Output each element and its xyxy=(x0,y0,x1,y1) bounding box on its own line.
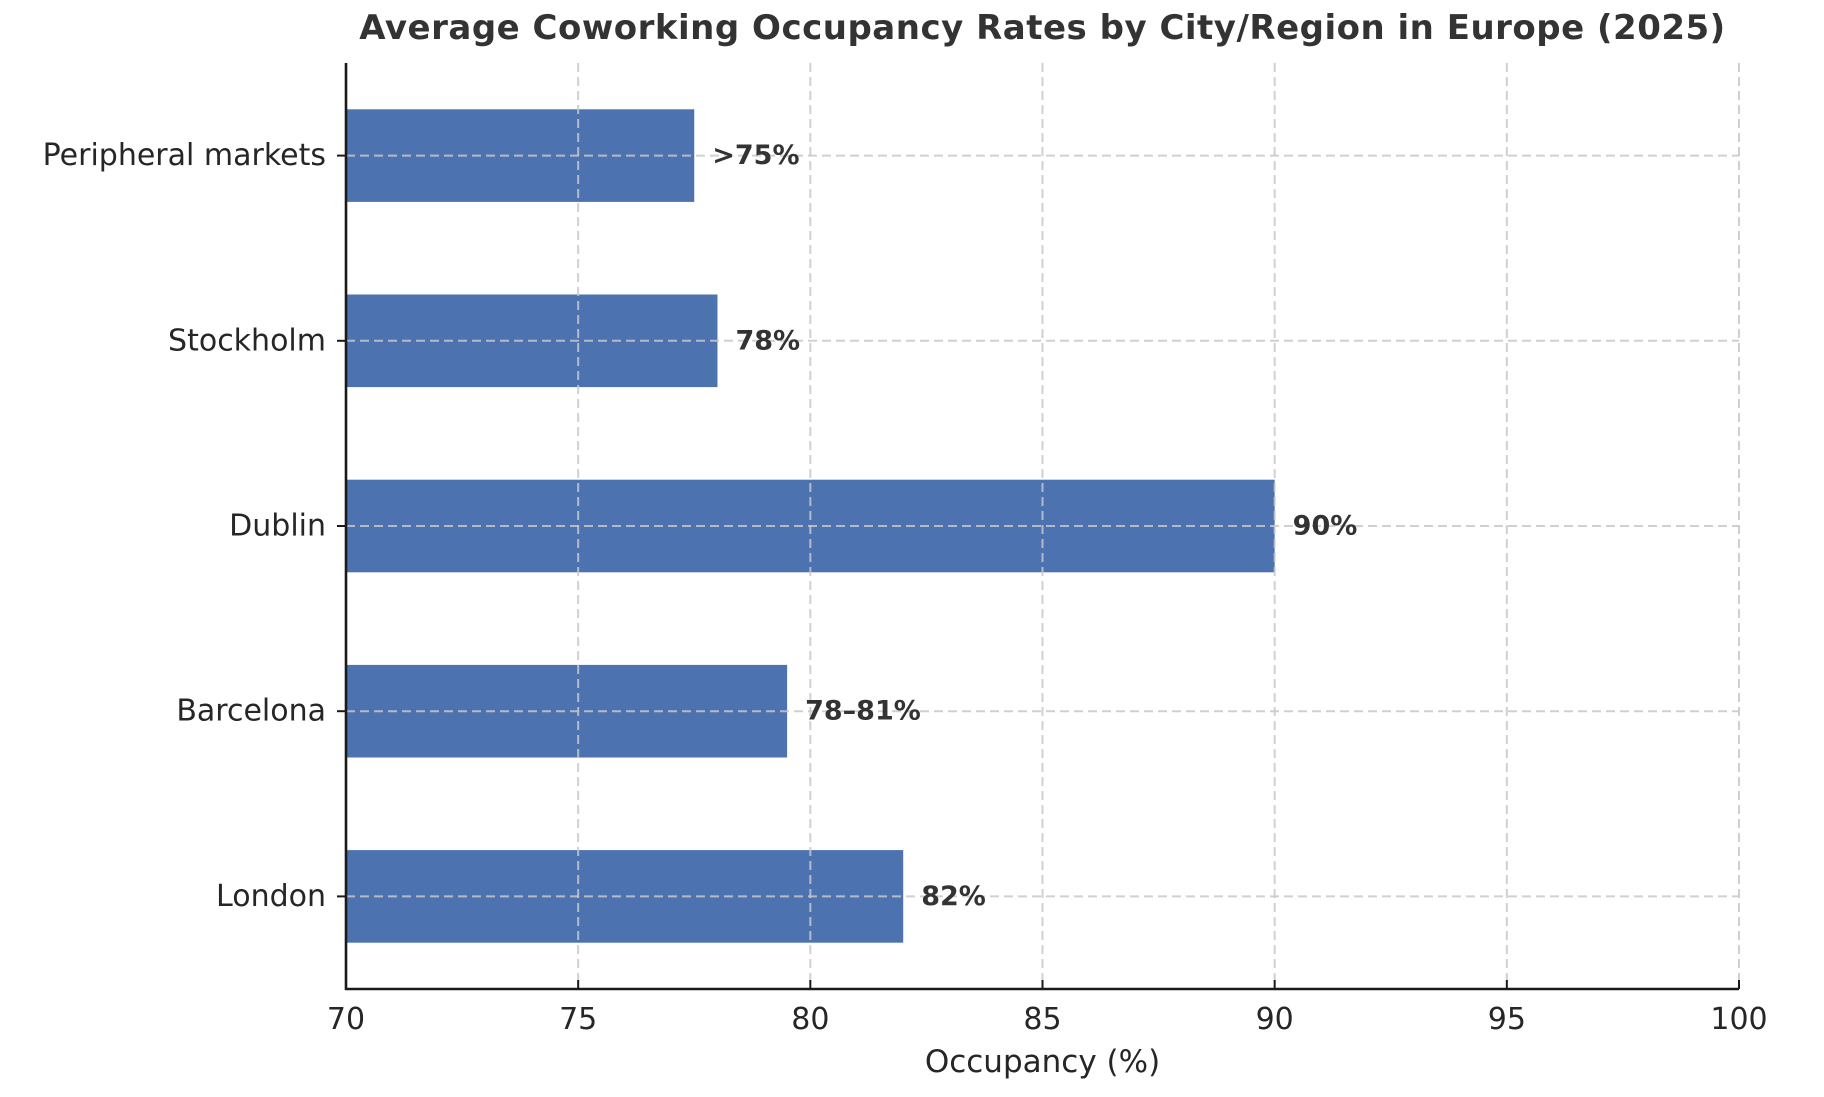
value-label-barcelona: 78–81% xyxy=(805,696,921,727)
x-axis-title: Occupancy (%) xyxy=(925,1044,1160,1080)
bar-london xyxy=(346,850,904,943)
category-label-barcelona: Barcelona xyxy=(176,694,326,729)
category-label-london: London xyxy=(216,879,326,914)
category-label-peripheral-markets: Peripheral markets xyxy=(43,138,326,173)
value-label-london: 82% xyxy=(921,881,986,912)
value-label-stockholm: 78% xyxy=(735,325,800,356)
value-label-dublin: 90% xyxy=(1293,511,1358,542)
bar-barcelona xyxy=(346,664,788,758)
x-tick-label-100: 100 xyxy=(1710,1002,1767,1037)
category-label-dublin: Dublin xyxy=(229,509,326,544)
value-label-peripheral-markets: >75% xyxy=(712,140,799,171)
x-tick-label-70: 70 xyxy=(327,1002,365,1037)
chart-title: Average Coworking Occupancy Rates by Cit… xyxy=(359,8,1726,48)
x-tick-label-95: 95 xyxy=(1488,1002,1526,1037)
x-tick-label-80: 80 xyxy=(791,1002,829,1037)
x-tick-label-75: 75 xyxy=(559,1002,597,1037)
category-label-stockholm: Stockholm xyxy=(168,323,326,358)
x-tick-label-85: 85 xyxy=(1023,1002,1061,1037)
x-tick-label-90: 90 xyxy=(1256,1002,1294,1037)
